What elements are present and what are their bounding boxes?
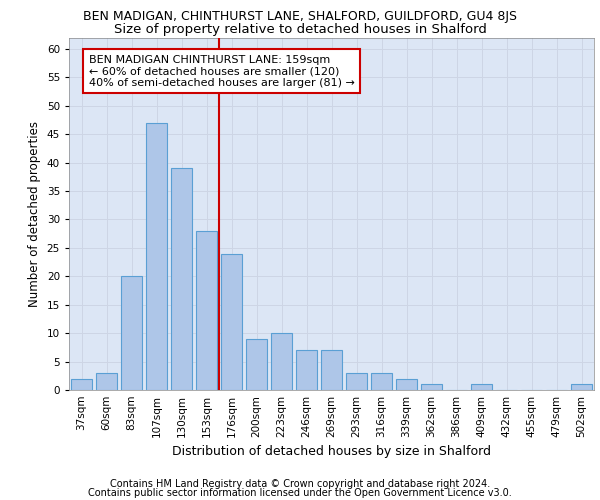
Bar (246, 339, 267, 390)
Bar (171, 168, 192, 390)
Bar (296, 350, 317, 390)
X-axis label: Distribution of detached houses by size in Shalford: Distribution of detached houses by size … (172, 446, 491, 458)
Text: BEN MADIGAN CHINTHURST LANE: 159sqm
← 60% of detached houses are smaller (120)
4: BEN MADIGAN CHINTHURST LANE: 159sqm ← 60… (89, 54, 355, 88)
Text: BEN MADIGAN, CHINTHURST LANE, SHALFORD, GUILDFORD, GU4 8JS: BEN MADIGAN, CHINTHURST LANE, SHALFORD, … (83, 10, 517, 23)
Bar (121, 276, 142, 390)
Text: Contains public sector information licensed under the Open Government Licence v3: Contains public sector information licen… (88, 488, 512, 498)
Bar (371, 373, 392, 390)
Text: Contains HM Land Registry data © Crown copyright and database right 2024.: Contains HM Land Registry data © Crown c… (110, 479, 490, 489)
Y-axis label: Number of detached properties: Number of detached properties (28, 120, 41, 306)
Bar (321, 350, 342, 390)
Bar (471, 384, 492, 390)
Bar (421, 384, 442, 390)
Bar (396, 378, 417, 390)
Bar (96, 373, 117, 390)
Bar (146, 123, 167, 390)
Bar (71, 378, 92, 390)
Text: Size of property relative to detached houses in Shalford: Size of property relative to detached ho… (113, 22, 487, 36)
Bar (196, 231, 217, 390)
Bar (271, 333, 292, 390)
Bar (346, 373, 367, 390)
Bar (221, 254, 242, 390)
Bar (571, 384, 592, 390)
